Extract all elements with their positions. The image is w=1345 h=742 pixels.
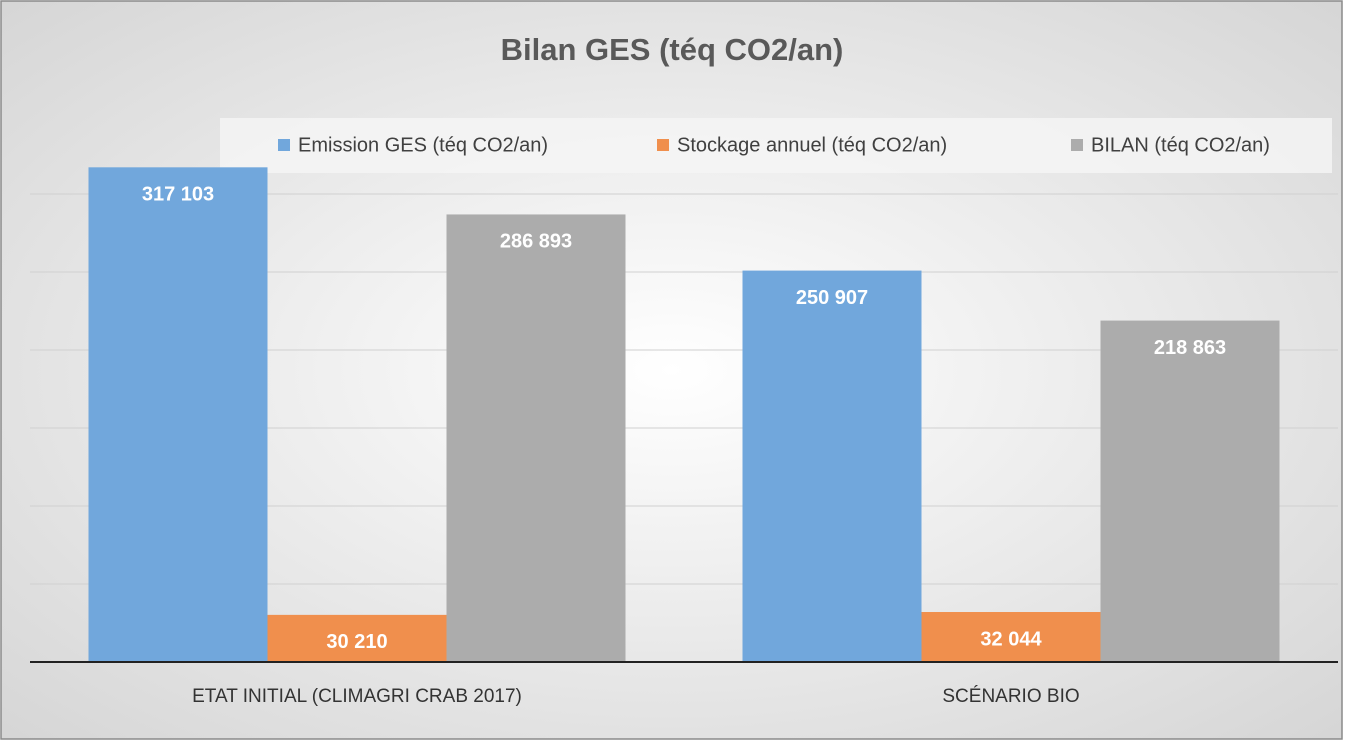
bar bbox=[921, 612, 1101, 662]
legend-swatch bbox=[657, 139, 669, 151]
chart-title: Bilan GES (téq CO2/an) bbox=[501, 32, 844, 67]
bar bbox=[267, 614, 447, 662]
data-label: 32 044 bbox=[980, 628, 1042, 650]
x-tick-label: ETAT INITIAL (CLIMAGRI CRAB 2017) bbox=[192, 686, 522, 707]
data-label: 286 893 bbox=[500, 231, 572, 253]
legend-label: BILAN (téq CO2/an) bbox=[1091, 134, 1270, 156]
legend-box bbox=[220, 118, 1332, 173]
legend-swatch bbox=[1071, 139, 1083, 151]
bar bbox=[88, 167, 268, 662]
x-tick-label: SCÉNARIO BIO bbox=[942, 686, 1079, 707]
data-label: 30 210 bbox=[326, 631, 387, 653]
legend-label: Stockage annuel (téq CO2/an) bbox=[677, 134, 947, 156]
data-label: 218 863 bbox=[1154, 337, 1226, 359]
bar bbox=[446, 214, 626, 663]
bar bbox=[1100, 320, 1280, 662]
legend-label: Emission GES (téq CO2/an) bbox=[298, 134, 548, 156]
data-label: 250 907 bbox=[796, 287, 868, 309]
bar bbox=[742, 270, 922, 662]
data-label: 317 103 bbox=[142, 184, 214, 206]
legend-swatch bbox=[278, 139, 290, 151]
